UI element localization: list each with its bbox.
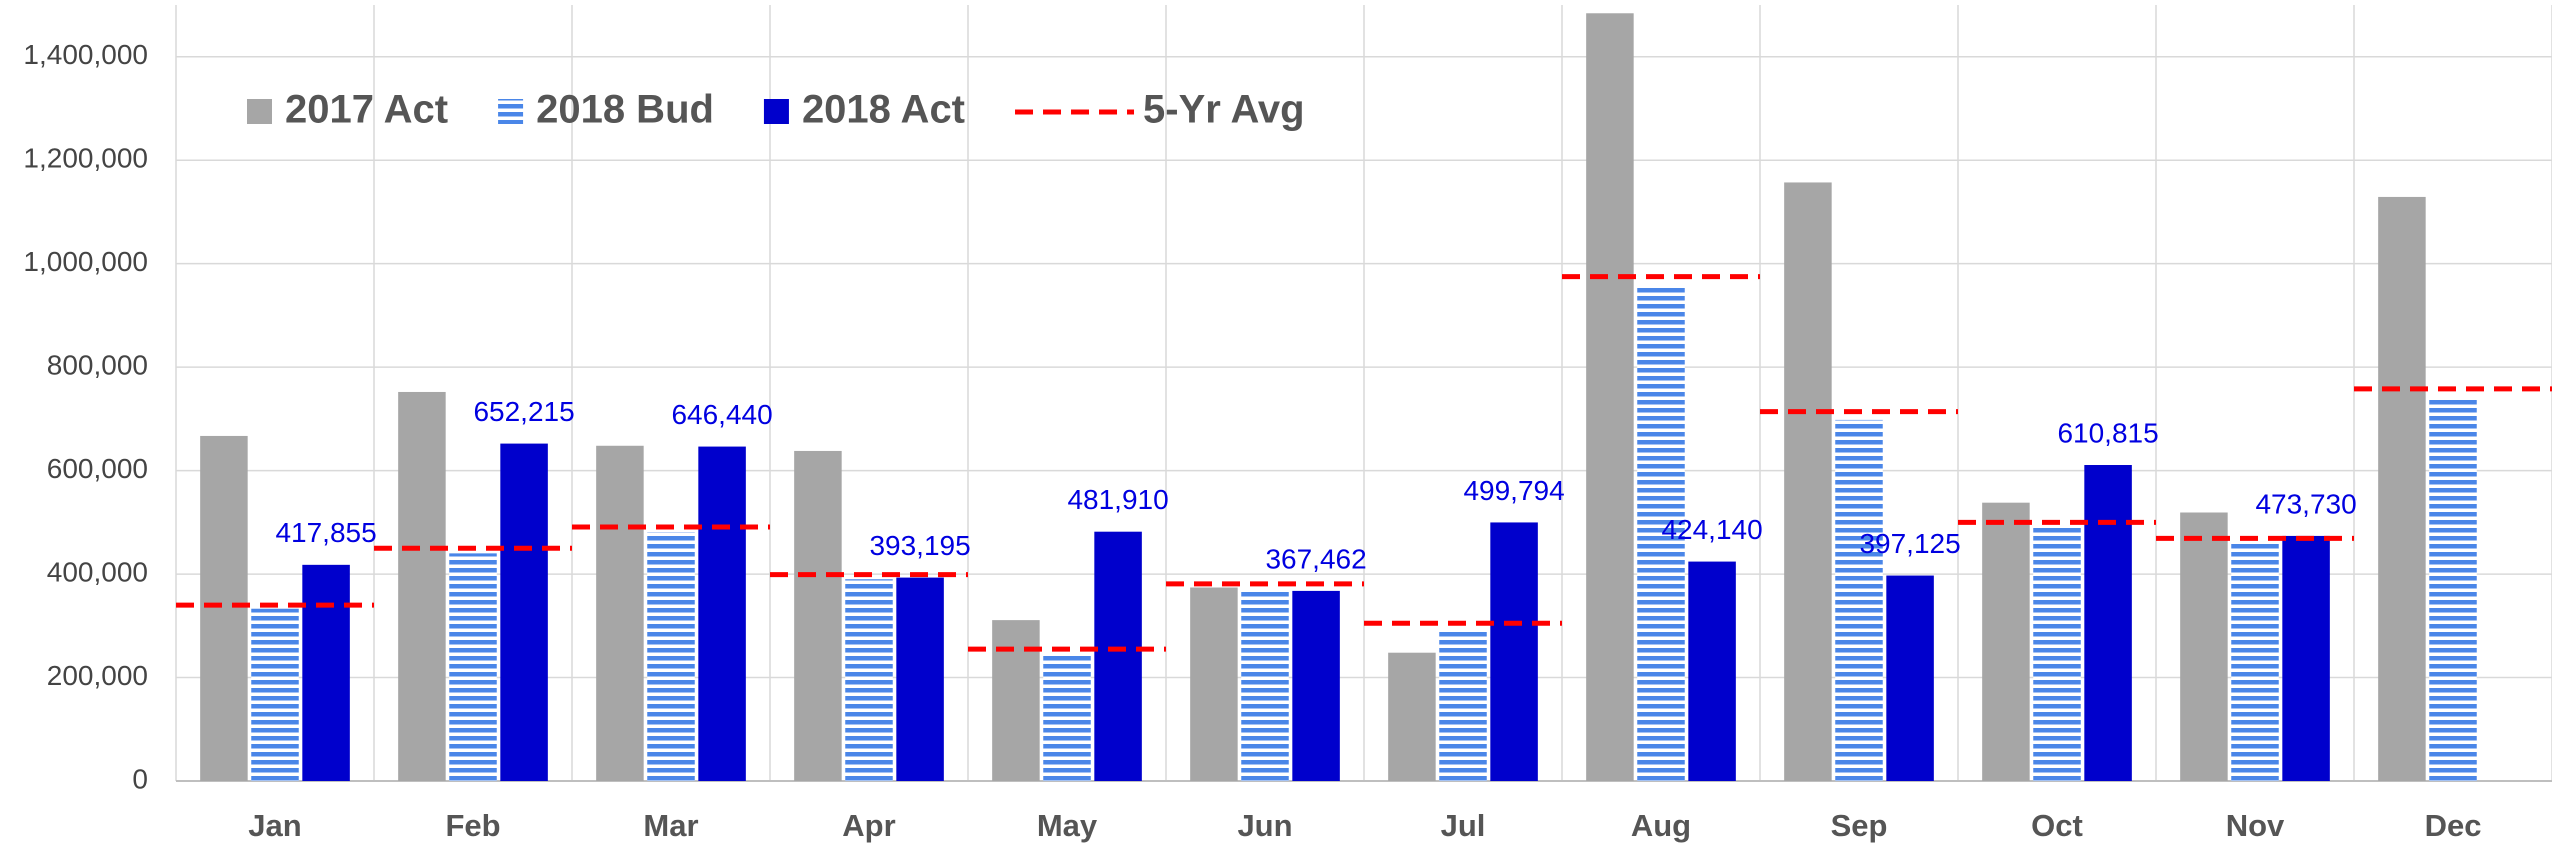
y-tick-label: 600,000 (47, 453, 148, 484)
bar (1190, 587, 1238, 781)
bar (2429, 397, 2477, 781)
data-label: 610,815 (2057, 417, 2158, 448)
legend-marker (498, 99, 524, 124)
x-tick-label: Aug (1631, 808, 1691, 843)
bar (302, 564, 350, 781)
legend-label: 2018 Act (802, 88, 965, 132)
data-label: 499,794 (1463, 475, 1564, 506)
legend-label: 5-Yr Avg (1143, 88, 1305, 132)
bar (647, 532, 695, 781)
bar (845, 579, 893, 781)
x-tick-label: Jan (248, 808, 301, 843)
x-tick-label: Oct (2031, 808, 2083, 843)
data-label: 481,910 (1067, 484, 1168, 515)
bar (1241, 590, 1289, 781)
y-tick-label: 1,000,000 (23, 246, 148, 277)
bar (1043, 655, 1091, 781)
y-tick-label: 1,400,000 (23, 39, 148, 70)
bar (1094, 531, 1142, 781)
data-label: 367,462 (1265, 543, 1366, 574)
bar (500, 443, 548, 781)
bar (200, 435, 248, 781)
x-tick-label: Jun (1237, 808, 1292, 843)
y-tick-label: 0 (132, 763, 148, 794)
bar (2378, 196, 2426, 781)
data-label: 424,140 (1661, 514, 1762, 545)
bar (1292, 590, 1340, 781)
data-label: 397,125 (1859, 528, 1960, 559)
bar (2231, 543, 2279, 781)
y-tick-label: 400,000 (47, 556, 148, 587)
bar (2180, 512, 2228, 781)
bar (1982, 502, 2030, 781)
data-label: 652,215 (473, 396, 574, 427)
bar (1388, 652, 1436, 781)
x-tick-label: Nov (2226, 808, 2285, 843)
y-tick-label: 1,200,000 (23, 143, 148, 174)
bar (251, 608, 299, 781)
bar (1439, 629, 1487, 781)
bar (449, 553, 497, 781)
data-label: 473,730 (2255, 488, 2356, 519)
x-tick-label: May (1037, 808, 1098, 843)
bar (2282, 535, 2330, 781)
data-label: 417,855 (275, 517, 376, 548)
bar (794, 450, 842, 781)
y-tick-label: 200,000 (47, 660, 148, 691)
data-label: 393,195 (869, 530, 970, 561)
bar (398, 391, 446, 781)
legend-label: 2018 Bud (536, 88, 714, 132)
bar (1886, 575, 1934, 781)
bar (698, 446, 746, 781)
bar (992, 620, 1040, 781)
bar (596, 445, 644, 781)
x-tick-label: Sep (1831, 808, 1888, 843)
x-tick-label: Mar (643, 808, 698, 843)
bar (1688, 561, 1736, 781)
bar (1490, 522, 1538, 781)
legend-marker (763, 99, 789, 124)
legend-label: 2017 Act (285, 88, 448, 132)
x-tick-label: Apr (842, 808, 895, 843)
bar (1784, 182, 1832, 782)
bar (1637, 286, 1685, 781)
bar (2084, 465, 2132, 781)
bar (896, 577, 944, 781)
x-tick-label: Dec (2425, 808, 2482, 843)
bar (1835, 419, 1883, 781)
x-tick-label: Feb (445, 808, 500, 843)
y-tick-label: 800,000 (47, 350, 148, 381)
legend-marker (247, 99, 272, 124)
bar (2033, 525, 2081, 781)
bar (1586, 13, 1634, 781)
x-tick-label: Jul (1441, 808, 1486, 843)
data-label: 646,440 (671, 399, 772, 430)
